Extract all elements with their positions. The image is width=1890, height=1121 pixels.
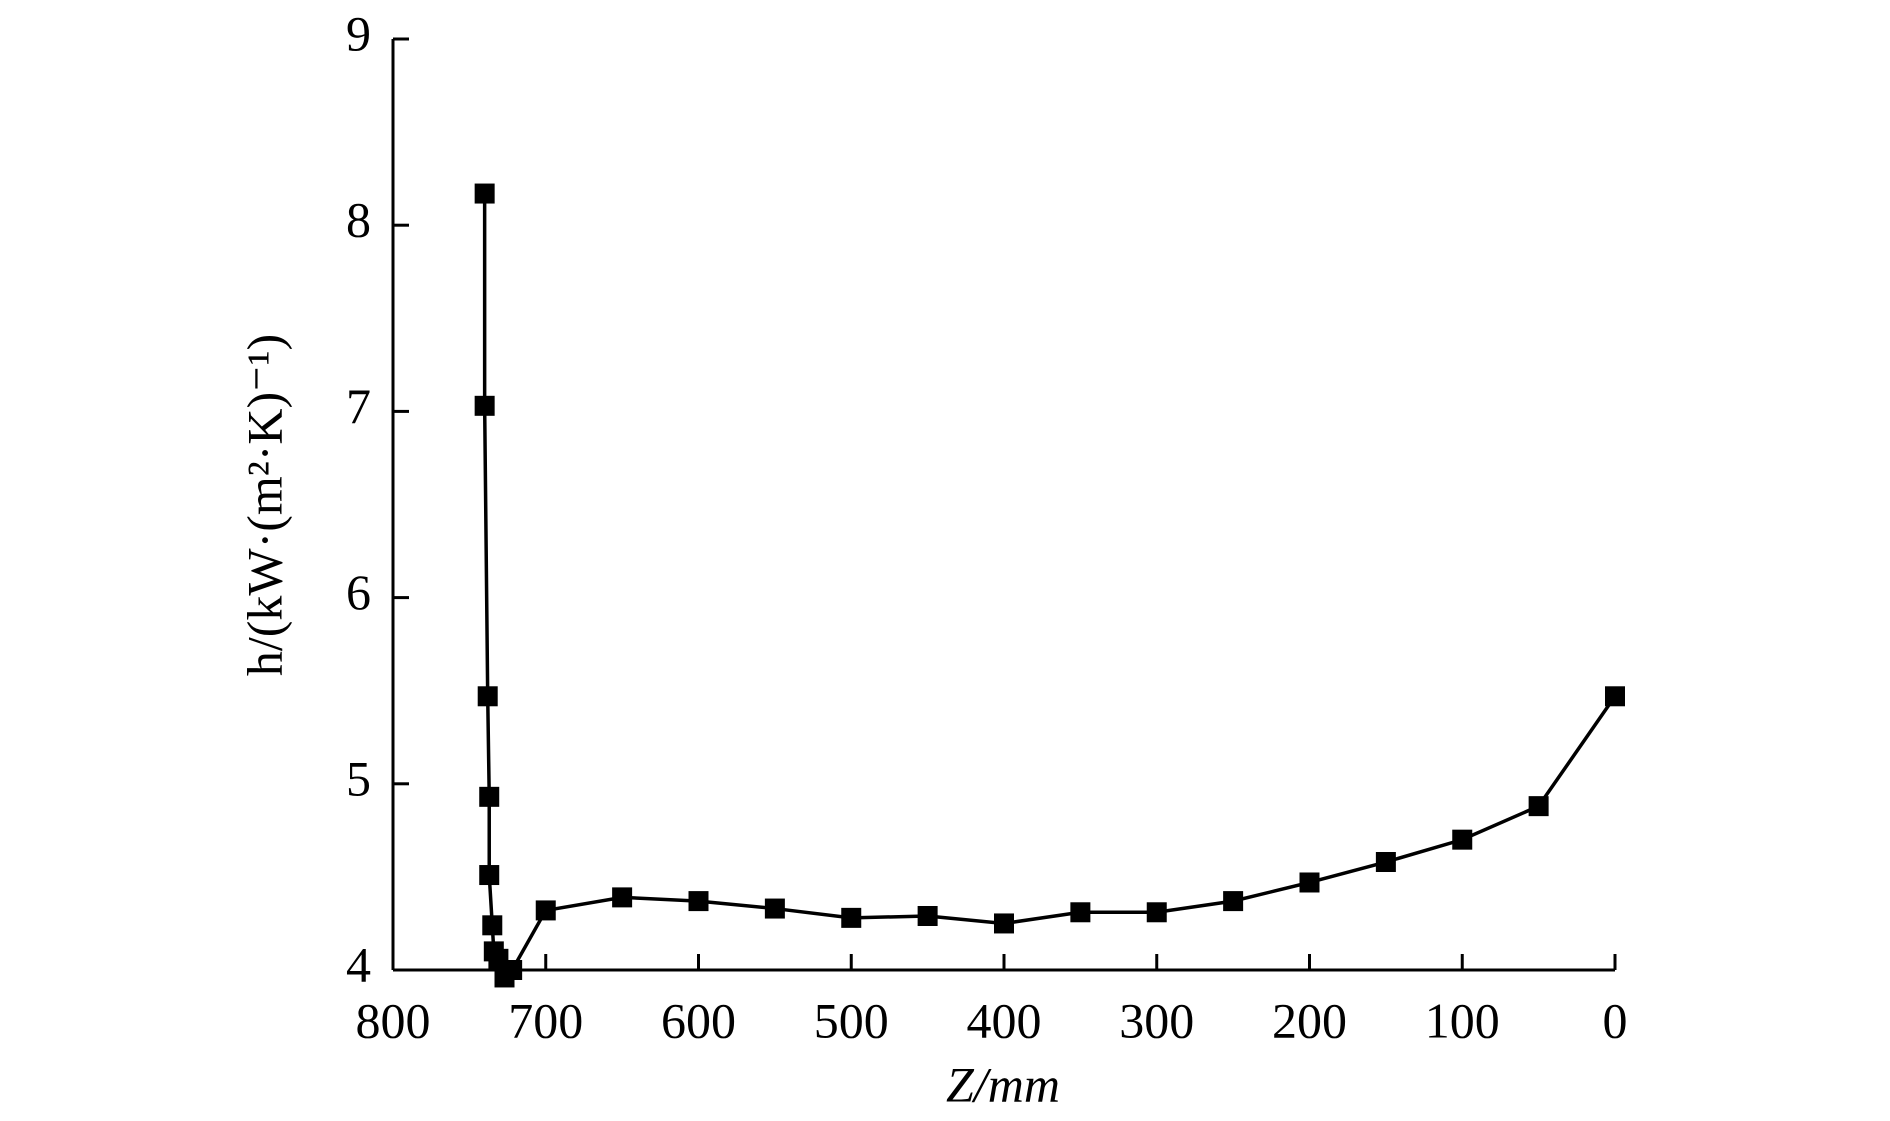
x-tick-label: 500 — [814, 992, 889, 1048]
data-line — [482, 193, 1617, 981]
x-tick-label: 0 — [1603, 992, 1628, 1048]
data-marker — [479, 865, 500, 886]
data-marker — [1146, 902, 1167, 923]
data-marker — [1223, 891, 1244, 912]
x-tick-label: 300 — [1119, 992, 1194, 1048]
data-marker — [1070, 902, 1091, 923]
data-marker — [502, 960, 523, 980]
y-tick-label: 8 — [346, 192, 371, 248]
data-marker — [1452, 829, 1473, 850]
data-marker — [917, 906, 938, 927]
y-tick-label: 7 — [346, 378, 371, 434]
x-tick-label: 100 — [1425, 992, 1500, 1048]
x-tick-label: 200 — [1272, 992, 1347, 1048]
data-marker — [1375, 852, 1396, 873]
data-marker — [841, 907, 862, 928]
data-marker — [535, 900, 556, 921]
data-marker — [764, 898, 785, 919]
y-tick-label: 5 — [346, 750, 371, 806]
data-marker — [612, 887, 633, 908]
x-axis-label: Z/mm — [946, 1056, 1060, 1112]
x-tick-label: 600 — [661, 992, 736, 1048]
data-marker — [474, 395, 495, 416]
y-tick-label: 9 — [346, 5, 371, 61]
y-tick-label: 6 — [346, 564, 371, 620]
y-tick-label: 4 — [346, 936, 371, 992]
data-marker — [482, 915, 503, 936]
x-tick-label: 800 — [356, 992, 431, 1048]
data-marker — [474, 183, 495, 204]
data-marker — [479, 786, 500, 807]
data-marker — [994, 913, 1014, 934]
x-tick-label: 400 — [967, 992, 1042, 1048]
data-marker — [1528, 796, 1549, 817]
data-marker — [477, 686, 498, 707]
y-axis-label: h/(kW·(m²·K)⁻¹) — [236, 334, 292, 676]
data-marker — [1299, 872, 1320, 893]
data-marker — [1605, 686, 1625, 707]
data-marker — [688, 891, 709, 912]
x-tick-label: 700 — [508, 992, 583, 1048]
